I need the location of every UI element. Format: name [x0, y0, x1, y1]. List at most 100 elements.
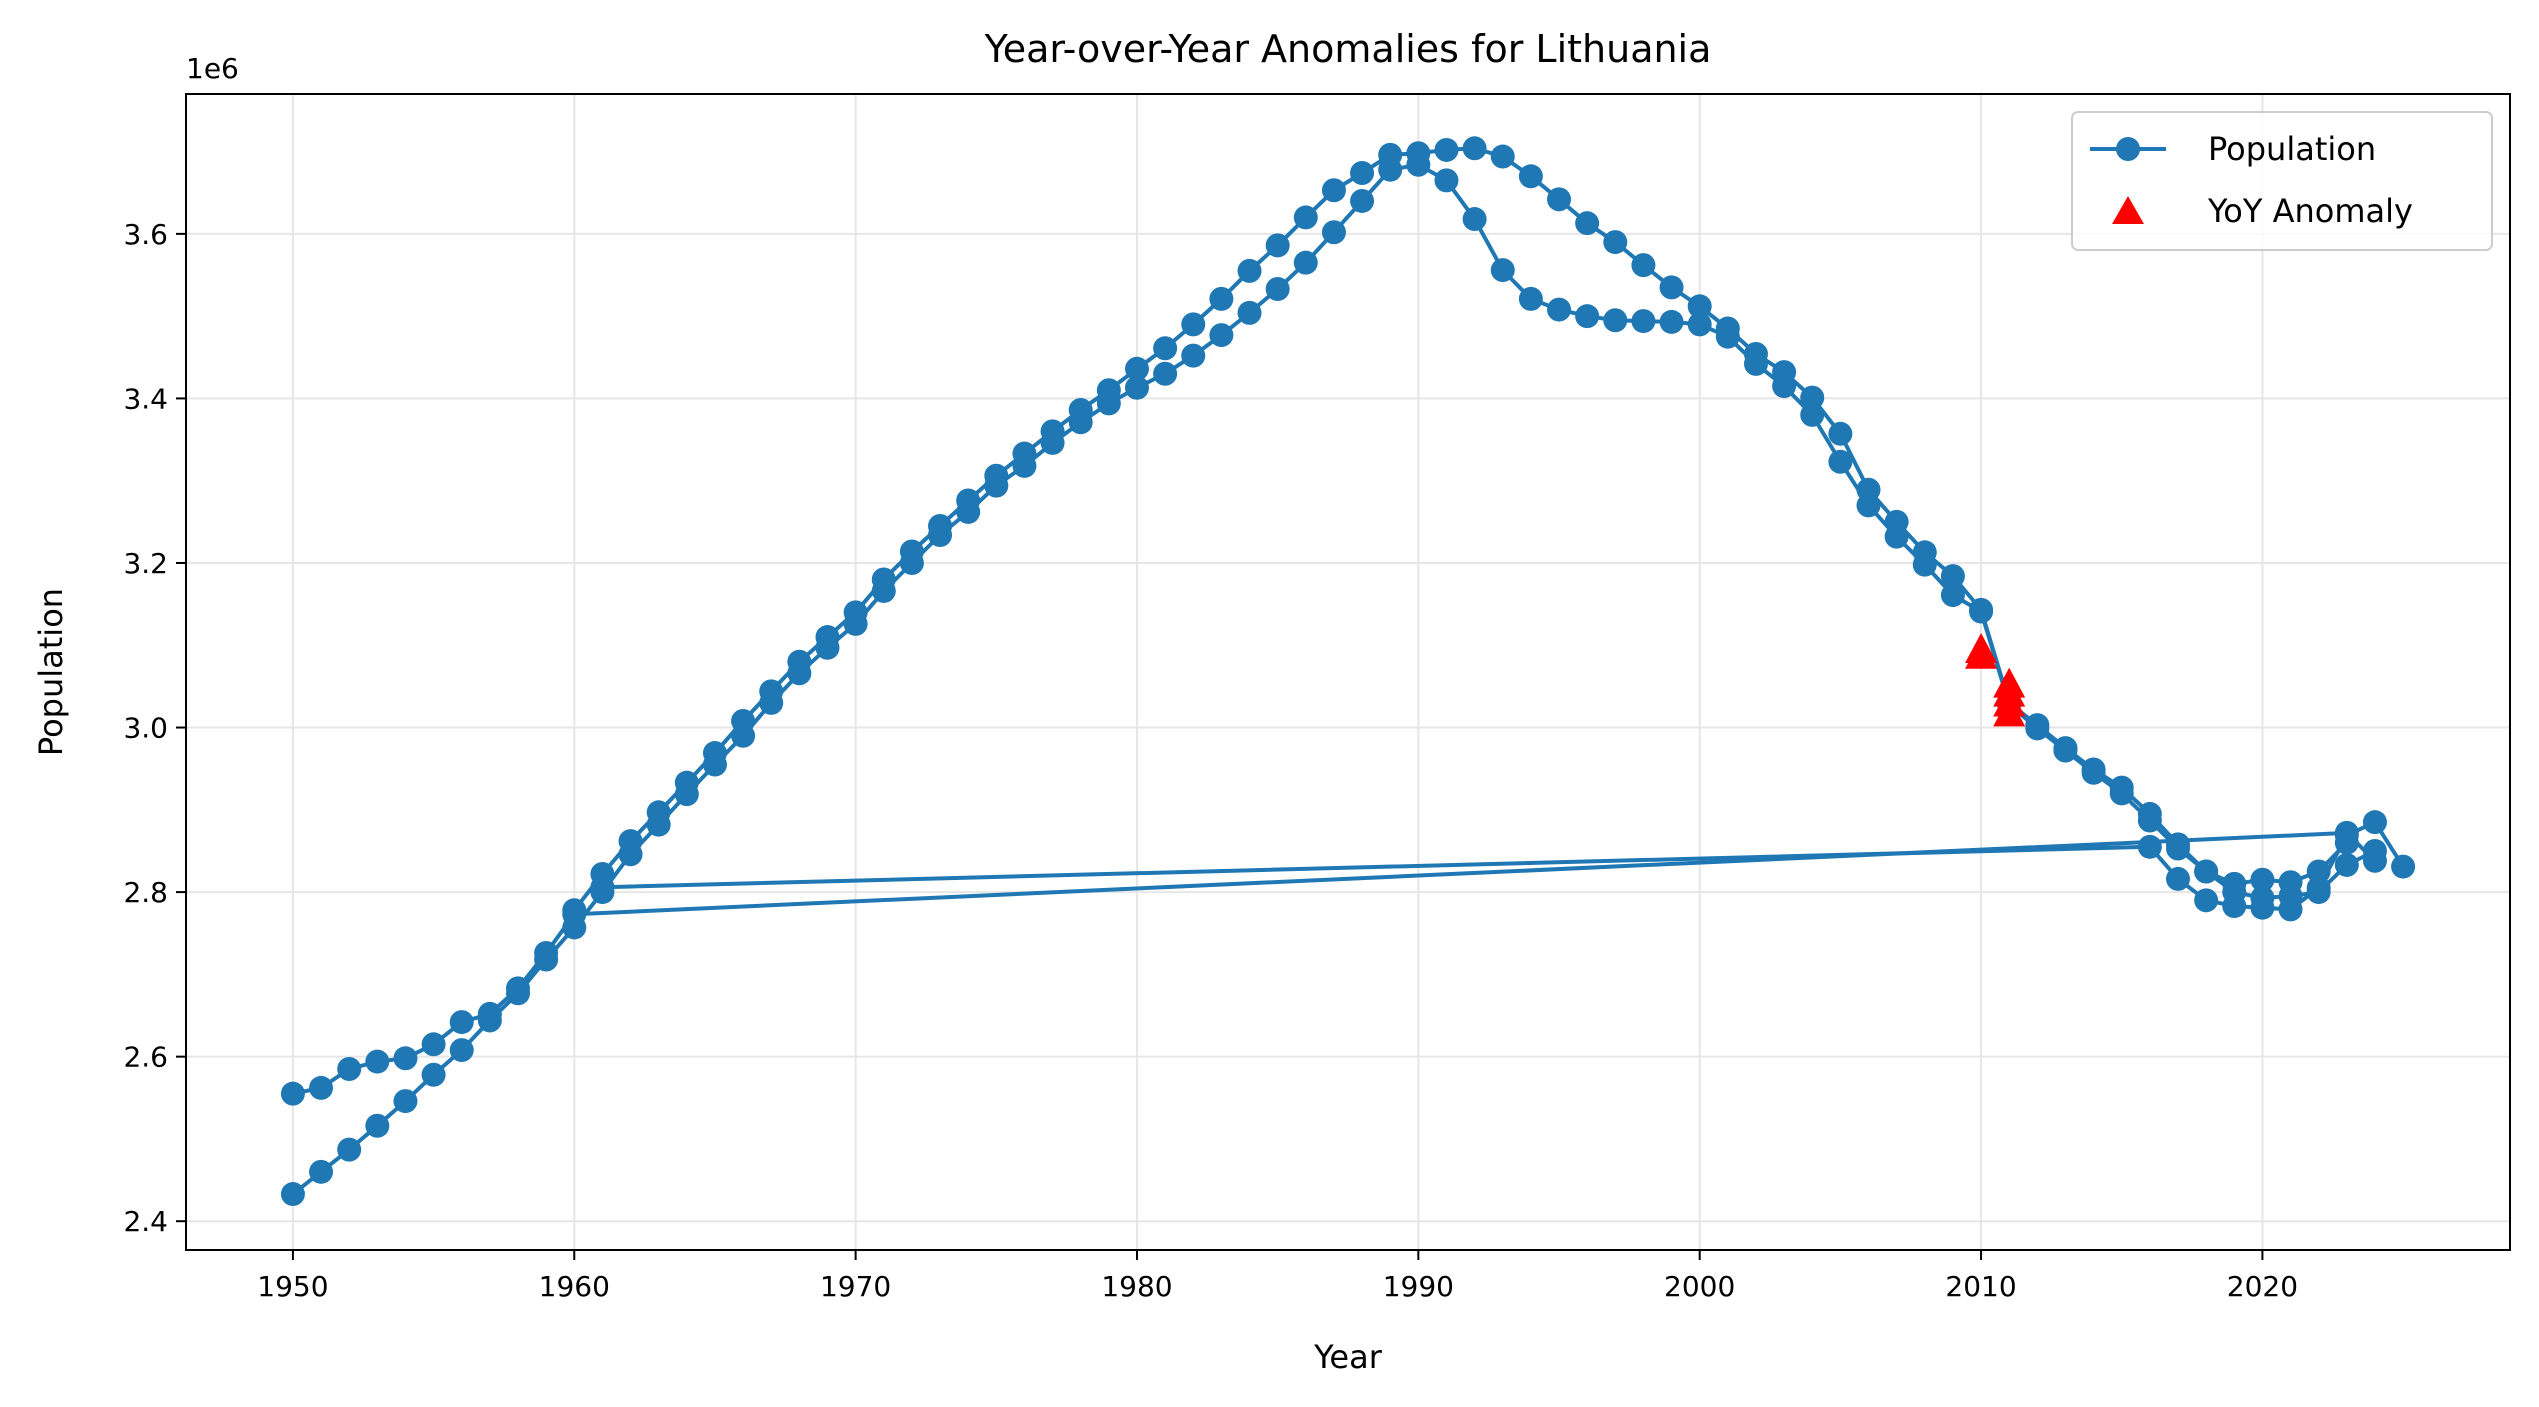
population-point: [1743, 341, 1768, 366]
population-point: [1293, 250, 1318, 275]
population-point: [759, 679, 784, 704]
population-point: [1040, 419, 1065, 444]
y-tick-label: 3.6: [123, 218, 168, 251]
legend-anomaly-label: YoY Anomaly: [2207, 192, 2413, 230]
population-point: [646, 800, 671, 825]
population-point: [1659, 275, 1684, 300]
population-point: [393, 1089, 418, 1114]
population-point: [1547, 297, 1572, 322]
population-point: [1490, 144, 1515, 169]
population-point: [2137, 834, 2162, 859]
population-point: [1800, 385, 1825, 410]
population-point: [1434, 168, 1459, 193]
population-point: [1912, 540, 1937, 565]
population-point: [2166, 832, 2190, 857]
population-point: [1153, 361, 1178, 386]
y-tick-label: 2.4: [123, 1205, 168, 1238]
population-point: [1237, 300, 1262, 325]
population-point: [1350, 160, 1375, 185]
population-point: [2362, 810, 2387, 835]
population-point: [1068, 397, 1093, 422]
population-point: [1575, 304, 1600, 329]
population-point: [618, 829, 643, 854]
population-point: [1209, 323, 1234, 348]
x-axis-label: Year: [1313, 1338, 1383, 1376]
population-point: [309, 1075, 334, 1100]
population-point: [2334, 820, 2359, 845]
population-point: [1181, 343, 1206, 368]
legend-population-marker: [2116, 137, 2140, 161]
population-point: [337, 1056, 362, 1081]
population-point: [1462, 207, 1487, 232]
population-point: [506, 976, 530, 1001]
population-point: [1969, 597, 1994, 622]
population-point: [1490, 258, 1515, 283]
population-point: [815, 625, 840, 650]
population-point: [1124, 375, 1149, 400]
plot-frame: [185, 93, 2511, 1251]
population-point: [1800, 402, 1825, 427]
population-point: [2362, 848, 2387, 873]
population-point: [2278, 897, 2303, 922]
y-tick-label: 3.4: [123, 382, 168, 415]
population-point: [1209, 286, 1234, 311]
grid: [186, 94, 2510, 1250]
population-point: [871, 567, 896, 592]
y-axis-label: Population: [32, 588, 70, 756]
population-point: [1856, 477, 1881, 502]
population-point: [1687, 294, 1712, 319]
population-point: [1715, 316, 1740, 341]
population-point: [421, 1062, 446, 1087]
population-point: [2137, 801, 2162, 826]
y-tick-label: 2.8: [123, 876, 168, 909]
chart-title: Year-over-Year Anomalies for Lithuania: [984, 27, 1712, 71]
population-point: [534, 940, 559, 965]
y-tick-label: 2.6: [123, 1041, 168, 1074]
population-point: [2081, 757, 2106, 782]
population-point: [1518, 286, 1543, 311]
population-point: [1547, 187, 1572, 212]
population-point: [1350, 188, 1375, 213]
population-point: [2109, 775, 2134, 800]
population-point: [1293, 205, 1318, 230]
population-point: [1631, 253, 1656, 278]
population-point: [2222, 871, 2247, 896]
population-point: [1462, 136, 1487, 161]
y-tick-label: 3.2: [123, 547, 168, 580]
population-point: [2053, 736, 2078, 761]
anomaly-point: [1965, 638, 1998, 669]
x-axis: 1950 1960 1970 1980 1990 2000 2010 2020: [257, 1250, 2298, 1303]
population-point: [1772, 360, 1797, 385]
population-point: [449, 1010, 474, 1035]
population-point: [449, 1038, 474, 1063]
population-point: [2391, 854, 2416, 879]
population-point: [1237, 258, 1262, 283]
y-tick-label: 3.0: [123, 712, 168, 745]
population-point: [2278, 870, 2303, 895]
population-point: [1940, 564, 1965, 589]
y-axis: 2.4 2.6 2.8 3.0 3.2 3.4 3.6: [123, 218, 186, 1238]
population-point: [1659, 309, 1684, 334]
population-point: [393, 1046, 418, 1071]
population-point: [2222, 894, 2247, 919]
population-point: [2194, 888, 2219, 913]
population-point: [477, 1001, 502, 1026]
population-point: [731, 708, 756, 733]
legend-box: [2071, 111, 2493, 251]
legend: Population YoY Anomaly: [2071, 111, 2493, 251]
population-point: [787, 649, 812, 674]
legend-population-label: Population: [2208, 130, 2376, 168]
population-point: [337, 1137, 362, 1162]
population-point: [1603, 308, 1628, 333]
population-point: [1687, 312, 1712, 337]
population-point: [1406, 141, 1431, 166]
population-point: [2166, 866, 2190, 891]
population-point: [702, 741, 727, 766]
population-point: [1603, 230, 1628, 255]
population-point: [365, 1113, 390, 1138]
population-point: [1575, 211, 1600, 236]
population-point: [1096, 378, 1121, 403]
population-point: [1828, 421, 1853, 446]
anomaly-point: [1993, 696, 2026, 727]
